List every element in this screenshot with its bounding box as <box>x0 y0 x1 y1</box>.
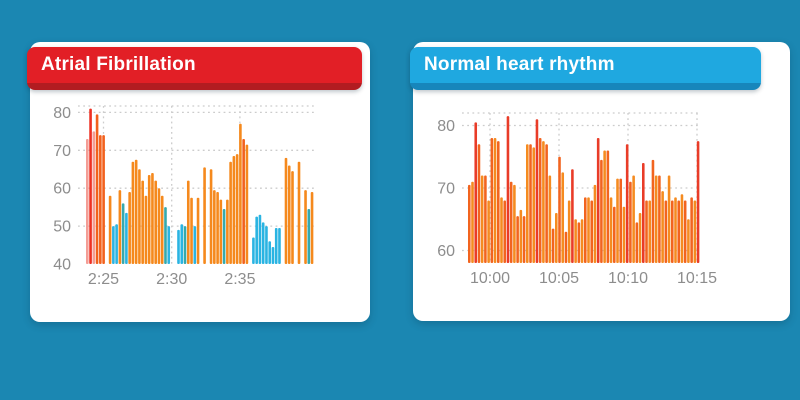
svg-text:2:25: 2:25 <box>88 271 119 288</box>
svg-text:2:35: 2:35 <box>224 271 255 288</box>
atrial-fibrillation-heart-rate-chart: 80 70 60 50 40 2:25 2:30 2:35 <box>40 98 332 298</box>
svg-text:60: 60 <box>437 243 455 260</box>
svg-text:70: 70 <box>53 143 71 160</box>
svg-text:80: 80 <box>437 118 455 135</box>
svg-text:10:15: 10:15 <box>677 270 717 287</box>
svg-text:10:05: 10:05 <box>539 270 579 287</box>
card-atrial-fibrillation: Atrial Fibrillation 80 70 60 50 40 2:25 2:30 2:… <box>27 42 370 322</box>
atrial-fibrillation-title: Atrial Fibrillation <box>41 54 196 75</box>
normal-heart-rhythm-header-banner: Normal heart rhythm <box>410 47 761 90</box>
card-normal-heart-rhythm: Normal heart rhythm 80 70 60 10:00 10:05 10:1… <box>410 42 790 321</box>
svg-text:50: 50 <box>53 219 71 236</box>
normal-heart-rhythm-title: Normal heart rhythm <box>424 54 615 75</box>
svg-text:10:10: 10:10 <box>608 270 648 287</box>
svg-text:2:30: 2:30 <box>156 271 187 288</box>
svg-text:70: 70 <box>437 181 455 198</box>
svg-text:10:00: 10:00 <box>470 270 510 287</box>
normal-heart-rhythm-heart-rate-chart: 80 70 60 10:00 10:05 10:10 10:15 <box>423 98 723 298</box>
svg-text:40: 40 <box>53 257 71 274</box>
svg-text:80: 80 <box>53 105 71 122</box>
atrial-fibrillation-header-banner: Atrial Fibrillation <box>27 47 362 90</box>
svg-text:60: 60 <box>53 181 71 198</box>
